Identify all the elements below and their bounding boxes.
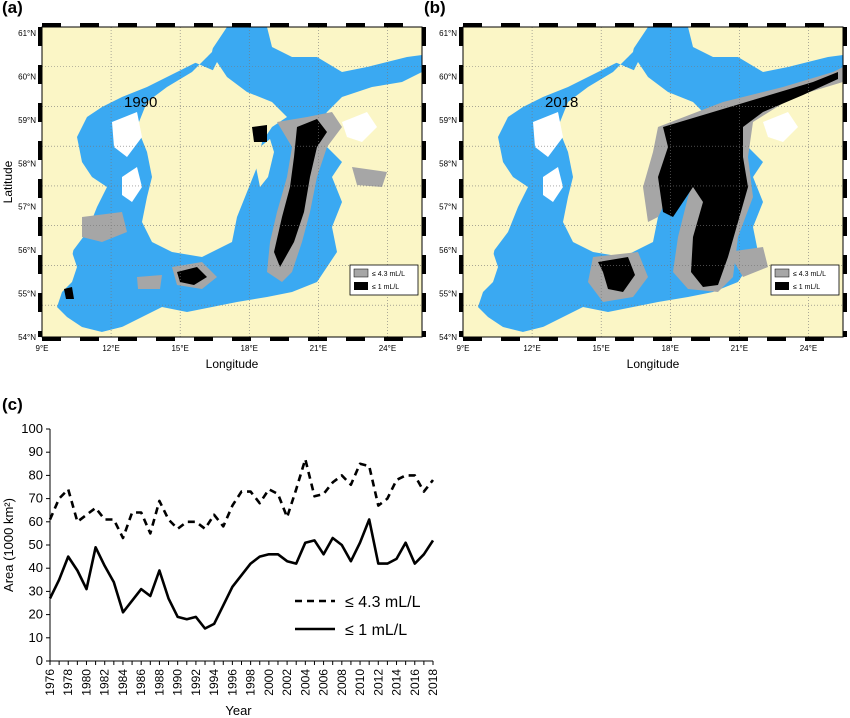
y-tick-label: 30 xyxy=(29,583,43,598)
x-tick-label: 2008 xyxy=(335,669,349,696)
lon-tick-label: 9°E xyxy=(36,344,49,353)
legend-swatch-anoxic xyxy=(775,282,789,290)
y-tick-label: 0 xyxy=(36,653,43,668)
map-xlabel: Longitude xyxy=(206,357,259,371)
x-tick-label: 1990 xyxy=(171,669,185,696)
panel-c-label: (c) xyxy=(2,395,23,414)
map-year-label: 1990 xyxy=(124,94,157,111)
series-line-anoxic xyxy=(48,518,435,630)
lat-tick-label: 55°N xyxy=(18,290,36,299)
lon-tick-label: 15°E xyxy=(171,344,188,353)
lat-tick-label: 58°N xyxy=(18,159,36,168)
lat-tick-label: 57°N xyxy=(18,203,36,212)
x-tick-label: 1982 xyxy=(98,669,112,696)
legend-label: ≤ 4.3 mL/L xyxy=(345,594,421,611)
x-tick-label: 1992 xyxy=(189,669,203,696)
lon-tick-label: 24°E xyxy=(379,344,396,353)
legend-swatch-anoxic xyxy=(354,282,368,290)
y-tick-label: 90 xyxy=(29,444,43,459)
lat-tick-label: 57°N xyxy=(439,203,457,212)
x-tick-label: 1978 xyxy=(61,669,75,696)
lat-tick-label: 54°N xyxy=(18,333,36,342)
chart-ylabel: Area (1000 km²) xyxy=(1,498,16,592)
map-gridlines xyxy=(463,27,843,337)
lat-tick-label: 56°N xyxy=(439,246,457,255)
map-xlabel: Longitude xyxy=(627,357,680,371)
y-tick-label: 80 xyxy=(29,467,43,482)
lat-tick-label: 61°N xyxy=(18,29,36,38)
x-tick-label: 2006 xyxy=(317,669,331,696)
lon-tick-label: 15°E xyxy=(592,344,609,353)
legend-label: ≤ 1 mL/L xyxy=(793,284,820,291)
lat-tick-label: 60°N xyxy=(18,72,36,81)
lat-tick-label: 58°N xyxy=(439,159,457,168)
panel-b-label: (b) xyxy=(424,0,446,17)
lon-tick-label: 18°E xyxy=(241,344,258,353)
lat-tick-label: 60°N xyxy=(439,72,457,81)
x-tick-label: 2012 xyxy=(371,669,385,696)
map-legend: ≤ 4.3 mL/L ≤ 1 mL/L xyxy=(770,264,840,296)
map-2018: 2018 61°N 60°N 59°N 58°N 57°N 56°N 55°N 54°N9°E 1… xyxy=(439,23,847,371)
x-tick-label: 2014 xyxy=(390,669,404,696)
x-tick-label: 2010 xyxy=(353,669,367,696)
y-tick-label: 10 xyxy=(29,630,43,645)
lon-tick-label: 12°E xyxy=(102,344,119,353)
map-frame xyxy=(459,23,847,341)
panel-a-label: (a) xyxy=(2,0,23,17)
y-tick-label: 70 xyxy=(29,491,43,506)
x-tick-label: 1984 xyxy=(116,669,130,696)
lat-tick-label: 61°N xyxy=(439,29,457,38)
lat-tick-label: 56°N xyxy=(18,246,36,255)
legend-swatch-hypoxic xyxy=(774,268,790,278)
lon-tick-label: 24°E xyxy=(800,344,817,353)
hypoxic-area xyxy=(588,67,843,302)
lon-tick-label: 21°E xyxy=(731,344,748,353)
lat-tick-label: 54°N xyxy=(439,333,457,342)
y-tick-label: 60 xyxy=(29,514,43,529)
map-year-label: 2018 xyxy=(545,94,578,111)
y-tick-label: 40 xyxy=(29,560,43,575)
map-frame xyxy=(38,23,426,341)
hypoxic-area xyxy=(64,112,387,299)
lon-tick-label: 18°E xyxy=(662,344,679,353)
legend-label: ≤ 4.3 mL/L xyxy=(372,271,405,278)
x-tick-label: 1976 xyxy=(43,669,57,696)
lat-tick-label: 59°N xyxy=(18,116,36,125)
map-ylabel: Latitude xyxy=(1,160,15,203)
x-tick-label: 1986 xyxy=(134,669,148,696)
lon-tick-label: 9°E xyxy=(457,344,470,353)
x-tick-label: 2018 xyxy=(426,669,440,696)
x-tick-label: 1998 xyxy=(244,669,258,696)
map-1990: 1990 61°N 60°N 59°N 58°N 57°N 56°N 55°N 54°N9°E 1… xyxy=(1,23,426,371)
legend-label: ≤ 1 mL/L xyxy=(372,284,399,291)
x-tick-label: 1980 xyxy=(79,669,93,696)
legend-label: ≤ 1 mL/L xyxy=(345,622,407,639)
legend-label: ≤ 4.3 mL/L xyxy=(793,271,826,278)
series-line-hypoxic xyxy=(48,457,435,540)
y-tick-label: 20 xyxy=(29,607,43,622)
x-tick-label: 2000 xyxy=(262,669,276,696)
lon-tick-label: 21°E xyxy=(310,344,327,353)
lat-tick-label: 59°N xyxy=(439,116,457,125)
x-tick-label: 1994 xyxy=(207,669,221,696)
map-legend: ≤ 4.3 mL/L ≤ 1 mL/L xyxy=(349,264,419,296)
x-tick-label: 2002 xyxy=(280,669,294,696)
y-tick-label: 100 xyxy=(21,421,43,436)
chart-xlabel: Year xyxy=(225,703,252,718)
x-tick-label: 2016 xyxy=(408,669,422,696)
lon-tick-label: 12°E xyxy=(523,344,540,353)
legend-swatch-hypoxic xyxy=(353,268,369,278)
lat-tick-label: 55°N xyxy=(439,290,457,299)
x-tick-label: 1988 xyxy=(152,669,166,696)
x-tick-label: 2004 xyxy=(298,669,312,696)
y-tick-label: 50 xyxy=(29,537,43,552)
x-tick-label: 1996 xyxy=(225,669,239,696)
